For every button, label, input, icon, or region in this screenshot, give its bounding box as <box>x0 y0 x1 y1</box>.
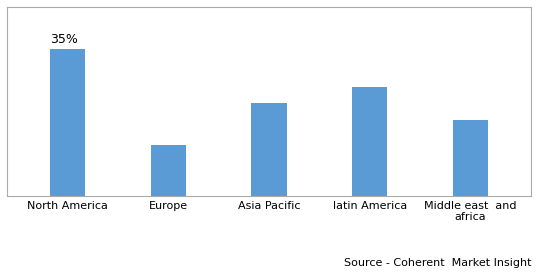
Text: Source - Coherent  Market Insight: Source - Coherent Market Insight <box>344 258 531 268</box>
Bar <box>151 146 186 196</box>
Text: 35%: 35% <box>50 33 77 46</box>
Bar <box>453 120 488 196</box>
Bar <box>251 103 287 196</box>
Bar <box>50 49 85 196</box>
Bar <box>352 87 387 196</box>
